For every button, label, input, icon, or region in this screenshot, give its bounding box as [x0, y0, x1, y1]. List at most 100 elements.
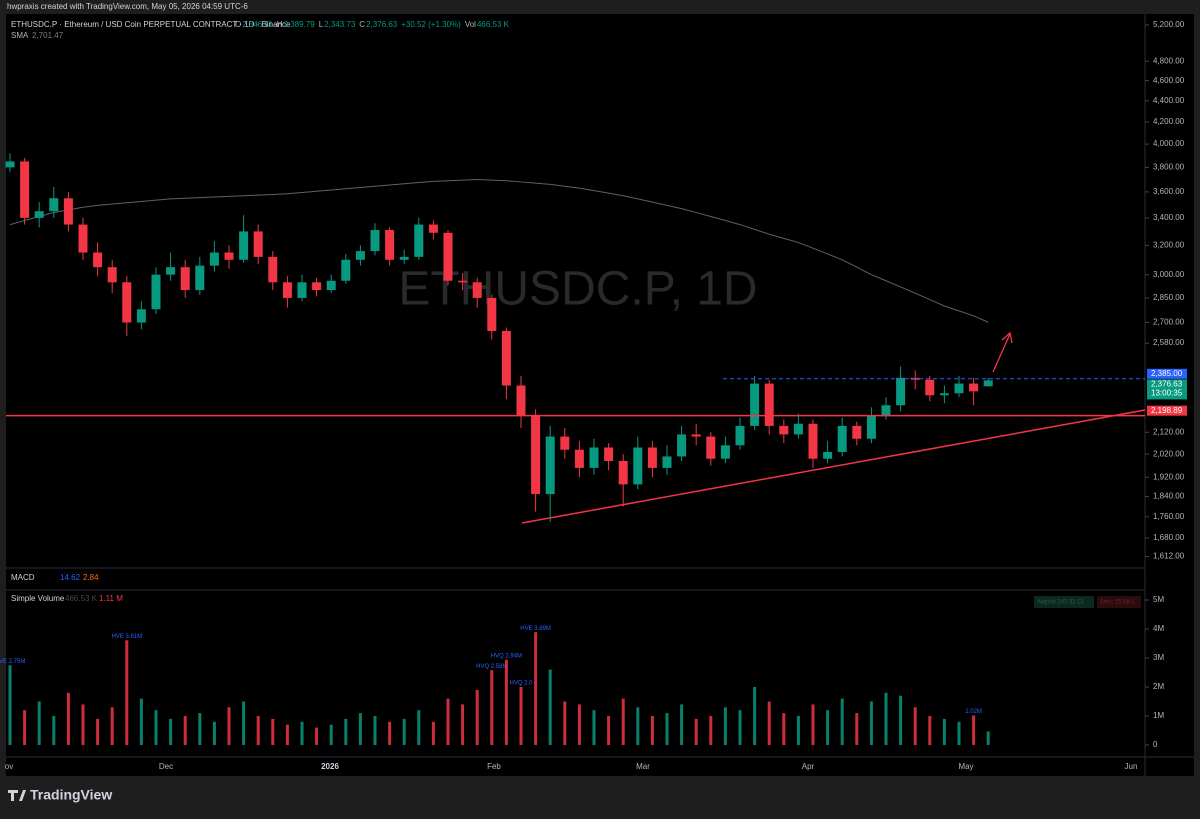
volume-bar [490, 670, 494, 745]
candle-body [253, 231, 263, 257]
x-tick-label: Apr [802, 762, 815, 771]
y-tick-label: 2,700.00 [1153, 318, 1185, 327]
candle-body [166, 267, 176, 275]
candle-body [63, 198, 73, 225]
volume-bar [212, 721, 216, 745]
y-tick-label: 1,680.00 [1153, 533, 1185, 542]
volume-bar [855, 713, 859, 745]
candle-body [49, 198, 59, 212]
volume-bar [446, 698, 450, 745]
candle-body [5, 161, 15, 168]
candle-body [93, 252, 103, 268]
volume-tick-label: 3M [1153, 653, 1164, 662]
candle-body [808, 423, 818, 459]
volume-bar [183, 716, 187, 745]
legend-value: 2,389.79 [284, 20, 316, 29]
y-tick-label: 4,800.00 [1153, 56, 1185, 65]
y-tick-label: 4,000.00 [1153, 139, 1185, 148]
candle-body [837, 425, 847, 452]
y-tick-label: 3,600.00 [1153, 187, 1185, 196]
y-tick-label: 2,020.00 [1153, 449, 1185, 458]
volume-bar [884, 692, 888, 745]
volume-bar [680, 704, 684, 745]
arrow-shaft [992, 333, 1011, 373]
volume-bar [169, 718, 173, 745]
candle-body [969, 383, 979, 392]
candle-body [793, 423, 803, 435]
price-tag [1147, 405, 1187, 416]
candle-body [691, 434, 701, 437]
sma-line [9, 178, 989, 323]
volume-bar [358, 713, 362, 745]
legend-key: O [235, 20, 241, 29]
volume-bar [534, 632, 538, 745]
x-tick-label: Dec [159, 762, 173, 771]
avg-vol-box [1034, 596, 1094, 608]
candle-body [385, 230, 395, 260]
candle-body [983, 380, 993, 387]
volume-annotation: HVQ 2.58M [476, 664, 507, 670]
candle-body [735, 425, 745, 446]
candle-body [706, 436, 716, 459]
macd-value: 14.62 [60, 573, 81, 582]
candle-body [458, 280, 468, 283]
volume-bar [242, 701, 246, 745]
candle-body [545, 436, 555, 495]
legend-key: H [277, 20, 283, 29]
volume-bar [23, 710, 27, 745]
volume-bar [767, 701, 771, 745]
volume-bar [344, 718, 348, 745]
volume-bar [548, 669, 552, 745]
legend-key: C [359, 20, 365, 29]
x-tick-label: 2026 [321, 762, 339, 771]
candle-body [881, 405, 891, 416]
avg-vol-text: AvgVol 247.31 Cl [1037, 600, 1083, 606]
volume-bar [753, 687, 757, 745]
volume-bar [957, 721, 961, 745]
x-tick-label: May [958, 762, 973, 771]
watermark: ETHUSDC.P, 1D [398, 263, 757, 316]
volume-bar [928, 716, 932, 745]
volume-bar [271, 718, 275, 745]
x-tick-label: Jun [1125, 762, 1138, 771]
volume-bar [621, 698, 625, 745]
volume-bar [461, 704, 465, 745]
candle-body [136, 309, 146, 323]
volume-bar [519, 687, 523, 745]
candle-body [589, 447, 599, 468]
candle-body [399, 256, 409, 260]
volume-tick-label: 4M [1153, 624, 1164, 633]
candle-body [618, 460, 628, 485]
volume-bar [942, 718, 946, 745]
candle-body [750, 383, 760, 426]
candle-body [866, 415, 876, 439]
volume-bar [285, 724, 289, 745]
candle-body [180, 267, 190, 291]
candle-body [78, 224, 88, 253]
volume-bar [840, 698, 844, 745]
volume-tick-label: 1M [1153, 711, 1164, 720]
y-tick-label: 5,200.00 [1153, 20, 1185, 29]
symbol: ETHUSDC.P · Ethereum / USD Coin PERPETUA… [11, 20, 291, 29]
candle-body [414, 224, 424, 257]
volume-bar [373, 716, 377, 745]
y-tick-label: 3,000.00 [1153, 270, 1185, 279]
volume-bar [738, 710, 742, 745]
candle-body [239, 231, 249, 260]
candle-body [355, 251, 365, 260]
candle-body [268, 256, 278, 283]
candle-body [34, 211, 44, 218]
candle-body [633, 447, 643, 485]
x-tick-label: Mar [636, 762, 650, 771]
volume-bar [329, 724, 333, 745]
price-tag [1147, 368, 1187, 379]
candle-body [107, 267, 117, 283]
price-tag-label: 2,376.63 [1151, 380, 1183, 389]
volume-bar [198, 713, 202, 745]
candle-body [20, 161, 30, 218]
candle-body [662, 456, 672, 468]
candle-body [428, 224, 438, 233]
y-tick-label: 3,800.00 [1153, 162, 1185, 171]
candle-body [925, 379, 935, 396]
volume-bar [110, 707, 114, 745]
